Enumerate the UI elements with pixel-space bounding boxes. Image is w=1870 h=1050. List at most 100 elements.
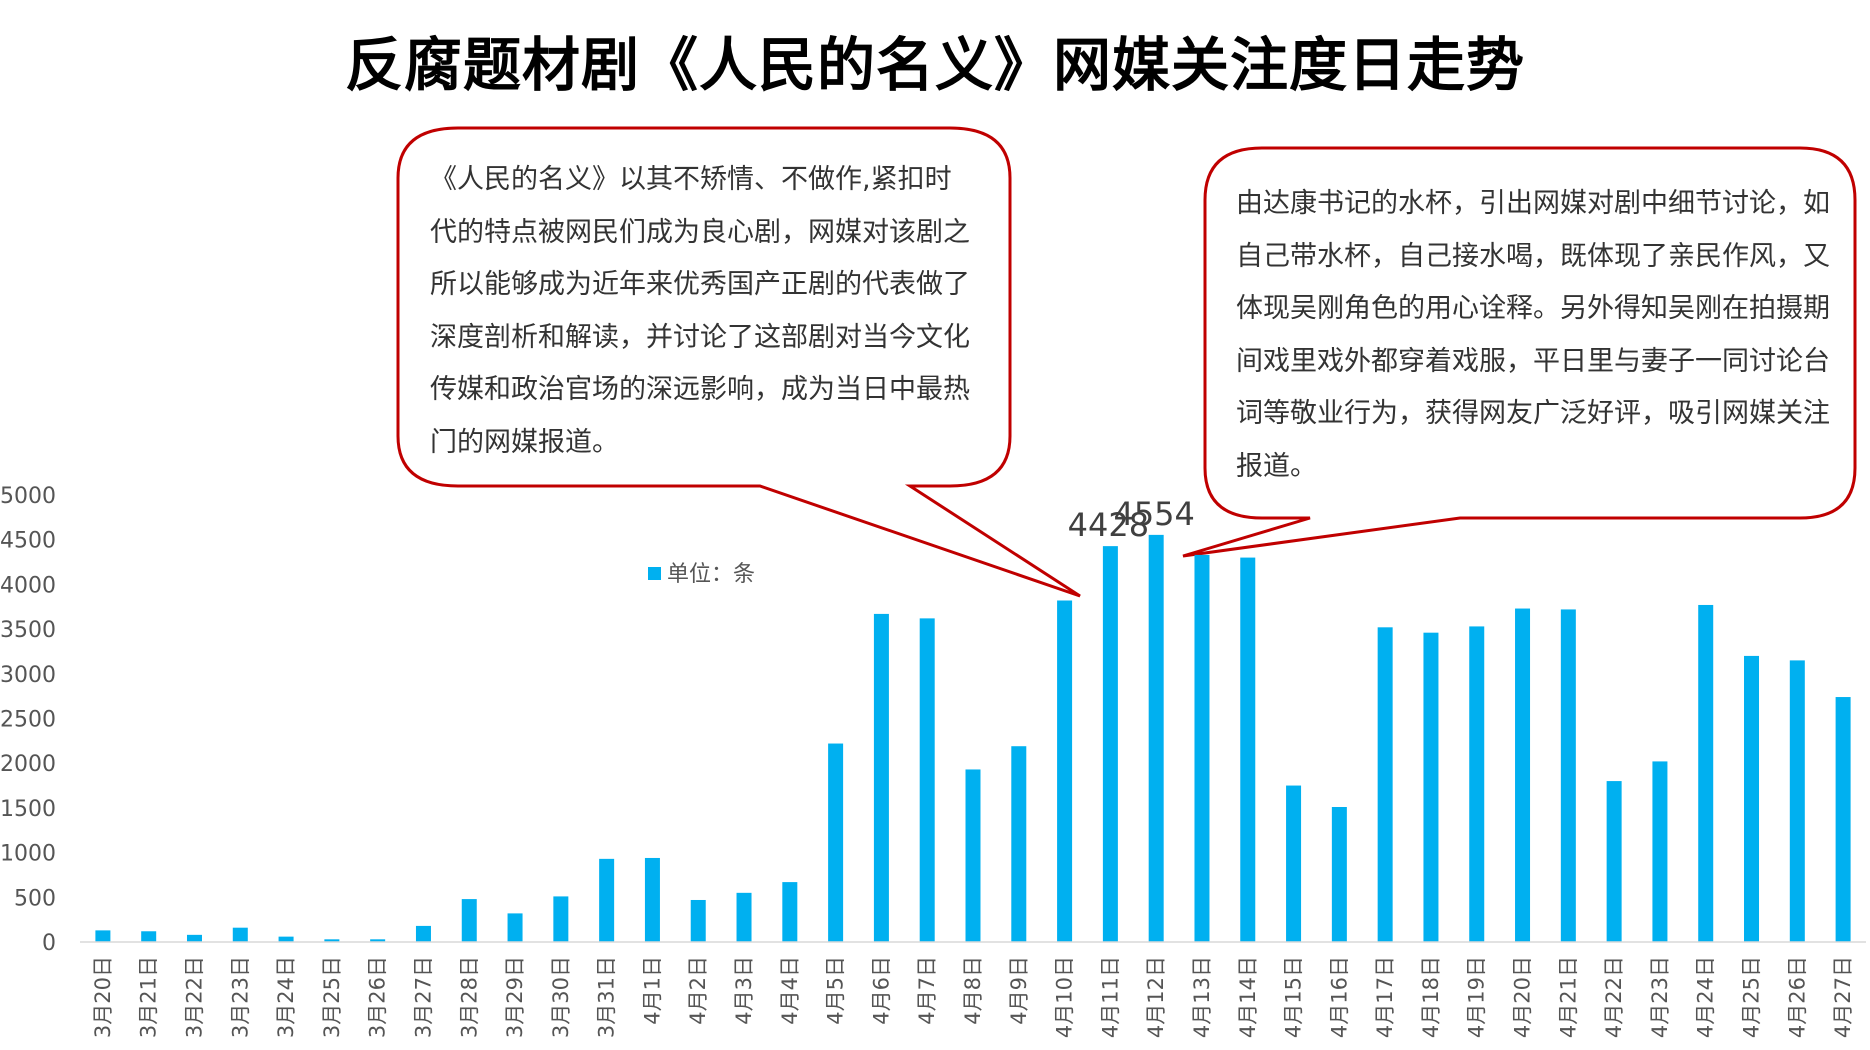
bar — [1606, 781, 1622, 942]
bar — [1331, 807, 1347, 942]
y-tick-label: 500 — [14, 886, 56, 911]
x-tick-label: 4月2日 — [686, 956, 710, 1025]
x-tick-label: 4月6日 — [869, 956, 893, 1025]
x-tick-label: 4月7日 — [915, 956, 939, 1025]
bar — [1698, 604, 1714, 942]
bar — [553, 896, 569, 942]
bar — [1148, 534, 1164, 942]
x-tick-label: 3月29日 — [503, 956, 527, 1038]
bar — [1377, 627, 1393, 942]
x-tick-label: 4月23日 — [1648, 956, 1672, 1038]
legend-label: 单位：条 — [667, 562, 755, 587]
bar — [370, 939, 386, 942]
x-tick-label: 4月16日 — [1327, 956, 1351, 1038]
x-tick-label: 4月25日 — [1740, 956, 1764, 1038]
bar — [141, 931, 157, 942]
x-tick-label: 4月10日 — [1053, 956, 1077, 1038]
bar — [736, 892, 752, 942]
x-tick-label: 4月17日 — [1373, 956, 1397, 1038]
bar — [232, 927, 248, 942]
bar — [690, 899, 706, 942]
x-tick-label: 4月27日 — [1831, 956, 1855, 1038]
x-tick-label: 4月8日 — [961, 956, 985, 1025]
bar — [461, 899, 477, 942]
y-tick-label: 2000 — [0, 752, 56, 777]
bar — [186, 934, 202, 942]
bar — [1423, 632, 1439, 942]
bar — [1560, 609, 1576, 942]
bar — [95, 930, 111, 942]
bar — [1286, 785, 1302, 942]
bar — [1194, 554, 1210, 942]
x-tick-label: 4月4日 — [778, 956, 802, 1025]
y-tick-label: 1000 — [0, 842, 56, 867]
bar — [324, 939, 340, 942]
x-tick-label: 4月26日 — [1785, 956, 1809, 1038]
x-tick-label: 4月12日 — [1144, 956, 1168, 1038]
bar — [828, 743, 844, 942]
bar — [873, 613, 889, 942]
bar — [1744, 655, 1760, 942]
bar — [1469, 626, 1485, 942]
callout-left-text: 《人民的名义》以其不矫情、不做作,紧扣时代的特点被网民们成为良心剧，网媒对该剧之… — [430, 164, 970, 458]
y-tick-label: 3500 — [0, 618, 56, 643]
x-tick-label: 4月3日 — [732, 956, 756, 1025]
x-tick-label: 4月1日 — [640, 956, 664, 1025]
bar — [1011, 746, 1027, 942]
legend-swatch — [648, 567, 661, 580]
bar — [1835, 697, 1851, 942]
x-tick-label: 4月14日 — [1236, 956, 1260, 1038]
bar — [599, 858, 615, 942]
x-axis: 3月20日 3月21日 3月22日 3月23日 3月24日 3月25日 3月26日 3月27日… — [80, 941, 1866, 1038]
y-tick-label: 1500 — [0, 797, 56, 822]
x-tick-label: 3月28日 — [457, 956, 481, 1038]
x-tick-label: 4月20日 — [1511, 956, 1535, 1038]
bar-series — [95, 534, 1851, 942]
bar — [1102, 546, 1118, 942]
page-title: 反腐题材剧《人民的名义》网媒关注度日走势 — [344, 31, 1525, 99]
legend: 单位：条 — [648, 562, 755, 587]
x-tick-label: 4月5日 — [824, 956, 848, 1025]
x-tick-label: 3月20日 — [91, 956, 115, 1038]
x-tick-label: 4月24日 — [1694, 956, 1718, 1038]
x-tick-label: 4月22日 — [1602, 956, 1626, 1038]
x-tick-label: 3月27日 — [411, 956, 435, 1038]
x-tick-label: 3月31日 — [595, 956, 619, 1038]
bar — [415, 925, 431, 942]
x-tick-label: 3月24日 — [274, 956, 298, 1038]
y-tick-label: 2500 — [0, 708, 56, 733]
x-tick-label: 3月25日 — [320, 956, 344, 1038]
x-tick-label: 3月22日 — [182, 956, 206, 1038]
y-tick-label: 0 — [42, 931, 56, 956]
y-tick-label: 4000 — [0, 573, 56, 598]
x-tick-label: 4月18日 — [1419, 956, 1443, 1038]
data-label: 4428 — [1068, 506, 1149, 544]
bar — [919, 618, 935, 942]
x-tick-label: 3月30日 — [549, 956, 573, 1038]
y-tick-label: 4500 — [0, 529, 56, 554]
x-tick-label: 4月9日 — [1007, 956, 1031, 1025]
callout-left-bubble — [396, 126, 1081, 598]
y-axis: 0 500 1000 1500 2000 2500 3000 3500 4000 4500 5000 — [0, 484, 56, 956]
callout-right-bubble — [1182, 146, 1857, 558]
x-tick-label: 3月23日 — [228, 956, 252, 1038]
x-tick-label: 4月21日 — [1556, 956, 1580, 1038]
callout-right-text: 由达康书记的水杯，引出网媒对剧中细节讨论，如自己带水杯，自己接水喝，既体现了亲民… — [1236, 188, 1830, 482]
y-tick-label: 3000 — [0, 663, 56, 688]
bar — [278, 936, 294, 942]
bar — [507, 913, 523, 942]
bar — [644, 857, 660, 942]
y-tick-label: 5000 — [0, 484, 56, 509]
x-tick-label: 4月15日 — [1282, 956, 1306, 1038]
bar — [1057, 600, 1073, 942]
x-tick-label: 4月19日 — [1465, 956, 1489, 1038]
bar — [1240, 557, 1256, 942]
x-tick-label: 4月13日 — [1190, 956, 1214, 1038]
bar — [1652, 761, 1668, 942]
x-tick-label: 4月11日 — [1098, 956, 1122, 1038]
x-tick-label: 3月21日 — [137, 956, 161, 1038]
bar — [965, 769, 981, 942]
bar — [782, 882, 798, 942]
